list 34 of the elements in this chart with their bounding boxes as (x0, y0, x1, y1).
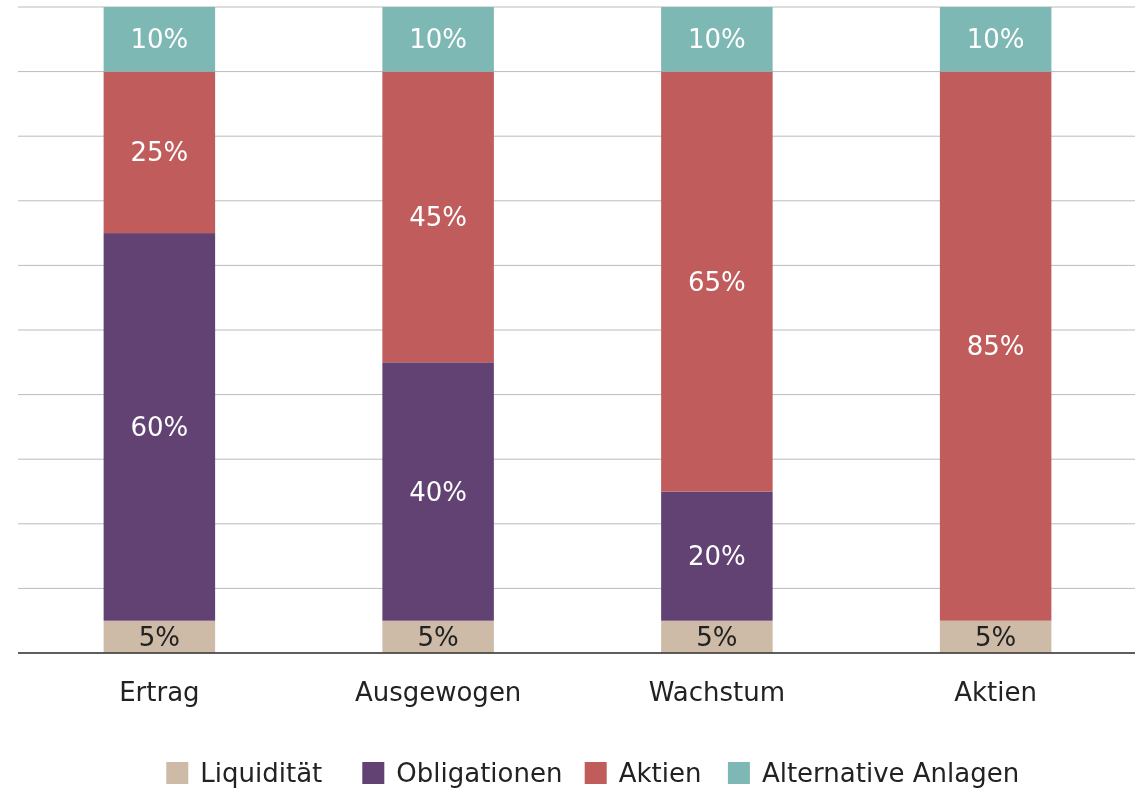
data-label: 10% (409, 24, 468, 55)
data-label: 85% (966, 331, 1025, 362)
bar (382, 7, 494, 72)
bar (661, 71, 773, 492)
data-label: 10% (687, 24, 746, 55)
data-label: 5% (417, 621, 459, 652)
data-label: 40% (409, 476, 468, 507)
legend-label: Alternative Anlagen (761, 758, 1020, 789)
data-label: 45% (409, 202, 468, 233)
bar (661, 7, 773, 72)
data-label: 5% (138, 621, 180, 652)
bar (661, 491, 773, 621)
data-label: 60% (130, 412, 189, 442)
bar (939, 7, 1052, 72)
legend-label: Obligationen (396, 758, 563, 789)
x-tick-label: Wachstum (648, 677, 786, 708)
legend-label: Liquidität (200, 758, 323, 789)
x-tick-label: Aktien (954, 677, 1037, 708)
data-label: 20% (687, 541, 746, 572)
bar (939, 71, 1052, 621)
data-label: 65% (687, 266, 746, 297)
bar (103, 7, 216, 72)
x-tick-label: Ausgewogen (354, 677, 522, 708)
bar (382, 71, 494, 363)
data-label: 5% (696, 621, 738, 652)
data-label: 5% (975, 621, 1017, 652)
data-label: 25% (130, 137, 189, 168)
bar (103, 71, 216, 234)
bar (103, 233, 216, 621)
x-tick-label: Ertrag (119, 677, 200, 708)
data-label: 10% (130, 24, 189, 55)
bar (382, 362, 494, 621)
data-label: 10% (966, 24, 1025, 55)
legend-label: Aktien (618, 758, 702, 789)
